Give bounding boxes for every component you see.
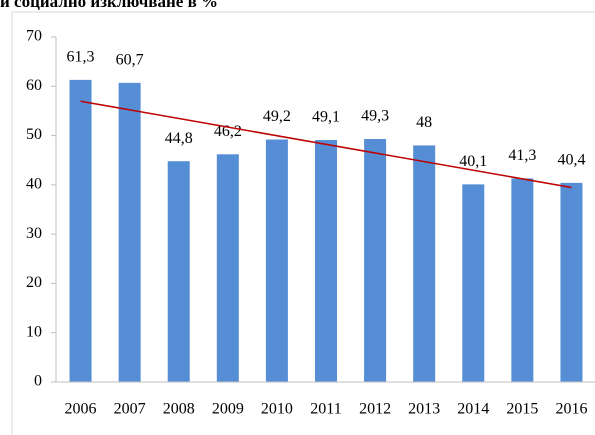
y-tick-label: 40 (26, 176, 42, 193)
x-tick-label: 2014 (457, 401, 489, 418)
bar (315, 140, 337, 382)
x-tick-label: 2015 (506, 401, 538, 418)
bar (413, 145, 436, 382)
data-label: 44,8 (165, 130, 193, 147)
data-label: 41,3 (508, 147, 536, 164)
bar (462, 184, 485, 382)
y-tick-label: 50 (26, 126, 42, 143)
data-label: 49,2 (263, 108, 291, 125)
bar (167, 161, 190, 382)
bar (511, 178, 534, 382)
bar (265, 139, 288, 382)
data-label: 49,1 (312, 109, 340, 126)
trend-line (80, 100, 572, 189)
data-label: 40,4 (557, 152, 585, 169)
x-tick-label: 2012 (359, 401, 391, 418)
x-tick-label: 2010 (261, 401, 293, 418)
y-tick-label: 10 (26, 323, 42, 340)
x-tick-label: 2007 (114, 401, 146, 418)
x-tick-label: 2013 (408, 401, 440, 418)
x-tick-label: 2011 (310, 401, 341, 418)
bar (560, 182, 583, 382)
x-tick-label: 2016 (555, 401, 587, 418)
data-label: 61,3 (67, 49, 95, 66)
chart-border (11, 11, 595, 435)
y-tick-label: 60 (26, 77, 42, 94)
bar (69, 79, 92, 382)
y-tick-label: 30 (26, 225, 42, 242)
bar (364, 139, 387, 382)
y-tick-label: 0 (34, 373, 42, 390)
data-label: 46,2 (214, 123, 242, 140)
data-label: 48 (416, 114, 432, 131)
data-label: 40,1 (459, 153, 487, 170)
bar (216, 154, 239, 382)
y-tick-label: 70 (26, 28, 42, 45)
bar (118, 82, 141, 382)
chart-title: и социално изключване в % (0, 0, 218, 11)
data-label: 49,3 (361, 108, 389, 125)
x-tick-label: 2008 (163, 401, 195, 418)
y-tick-label: 20 (26, 274, 42, 291)
x-tick-label: 2006 (65, 401, 97, 418)
data-label: 60,7 (116, 52, 144, 69)
x-tick-label: 2009 (212, 401, 244, 418)
